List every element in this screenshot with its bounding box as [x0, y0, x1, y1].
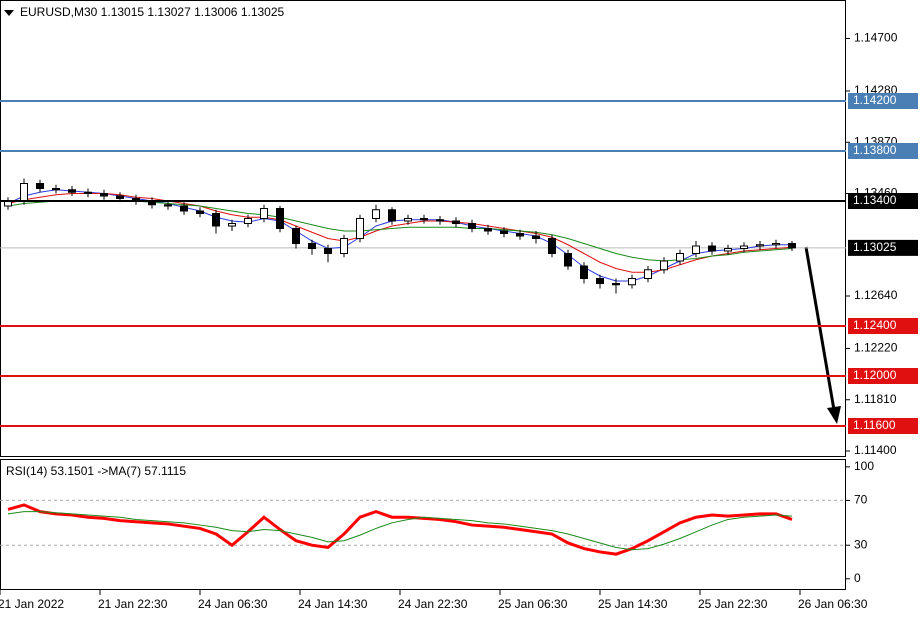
forecast-arrow [804, 246, 836, 411]
x-tick-label: 24 Jan 06:30 [198, 597, 268, 611]
level-label: 1.13800 [853, 143, 897, 157]
candle-body [116, 195, 124, 199]
y-tick-label: 100 [854, 459, 874, 473]
candle-body [772, 243, 780, 246]
level-label: 1.14200 [853, 93, 897, 107]
candle-body [196, 210, 204, 214]
candle-body [276, 208, 284, 229]
candle-body [612, 283, 620, 286]
level-label: 1.12000 [853, 368, 897, 382]
menu-triangle[interactable] [4, 10, 14, 16]
level-box [848, 93, 918, 109]
candle-body [452, 220, 460, 224]
x-tick-label: 25 Jan 22:30 [698, 597, 768, 611]
y-tick-label: 70 [854, 493, 868, 507]
candle-body [404, 218, 412, 222]
y-tick-label: 30 [854, 537, 868, 551]
x-tick-label: 25 Jan 06:30 [498, 597, 568, 611]
candle-body [660, 260, 668, 271]
level-box [848, 418, 918, 434]
candle-body [628, 278, 636, 286]
candle-body [500, 230, 508, 234]
x-tick-label: 24 Jan 22:30 [398, 597, 468, 611]
current-price-box [848, 239, 918, 256]
y-tick-label: 1.14700 [854, 31, 898, 45]
current-price-label: 1.13025 [853, 240, 897, 254]
candle-body [228, 223, 236, 227]
candle-body [436, 219, 444, 222]
candle-body [516, 233, 524, 237]
candle-body [308, 243, 316, 249]
rsi-title: RSI(14) 53.1501 ->MA(7) 57.1115 [6, 464, 186, 478]
arrow-head [827, 406, 841, 424]
candle-body [548, 238, 556, 254]
level-box [848, 193, 918, 209]
candle-body [756, 244, 764, 247]
candle-body [180, 205, 188, 212]
candle-body [596, 278, 604, 284]
candle-body [100, 193, 108, 197]
indicator-line [7, 503, 793, 556]
candle-body [724, 248, 732, 252]
level-label: 1.11600 [853, 418, 896, 432]
candle-body [164, 204, 172, 207]
candle-body [468, 223, 476, 229]
chart-title: EURUSD,M30 1.13015 1.13027 1.13006 1.130… [20, 5, 285, 19]
candle-body [68, 189, 76, 193]
candle-body [340, 238, 348, 254]
y-tick-label: 0 [854, 571, 861, 585]
candle-body [532, 235, 540, 239]
candle-body [260, 208, 268, 219]
candle-body [676, 253, 684, 262]
y-tick-label: 1.12640 [854, 288, 898, 302]
x-tick-label: 25 Jan 14:30 [598, 597, 668, 611]
level-box [848, 318, 918, 334]
candle-body [372, 209, 380, 219]
candle-body [644, 269, 652, 279]
level-box [848, 143, 918, 159]
indicator-line [7, 511, 793, 551]
candle-body [212, 213, 220, 227]
candle-body [740, 245, 748, 249]
level-label: 1.12400 [853, 318, 897, 332]
y-tick-label: 1.11400 [854, 443, 897, 457]
candle-body [244, 218, 252, 224]
rsi-panel [0, 459, 846, 590]
candle-body [36, 183, 44, 189]
y-tick-label: 1.11810 [854, 392, 897, 406]
candle-body [324, 248, 332, 254]
x-tick-label: 26 Jan 06:30 [798, 597, 868, 611]
level-label: 1.13400 [853, 193, 897, 207]
candle-body [292, 228, 300, 244]
x-tick-label: 21 Jan 2022 [0, 597, 64, 611]
candle-body [708, 245, 716, 252]
candle-body [84, 191, 92, 194]
candle-body [580, 265, 588, 279]
candle-body [692, 245, 700, 254]
level-box [848, 368, 918, 384]
candle-body [388, 209, 396, 222]
y-tick-label: 1.12220 [854, 341, 898, 355]
candle-body [52, 188, 60, 191]
candle-body [420, 218, 428, 221]
candle-body [788, 243, 796, 249]
candle-body [356, 218, 364, 239]
main-panel [0, 0, 846, 457]
x-tick-label: 21 Jan 22:30 [98, 597, 168, 611]
candle-body [564, 253, 572, 267]
candle-body [484, 228, 492, 232]
candle-body [20, 183, 28, 202]
x-tick-label: 24 Jan 14:30 [298, 597, 368, 611]
